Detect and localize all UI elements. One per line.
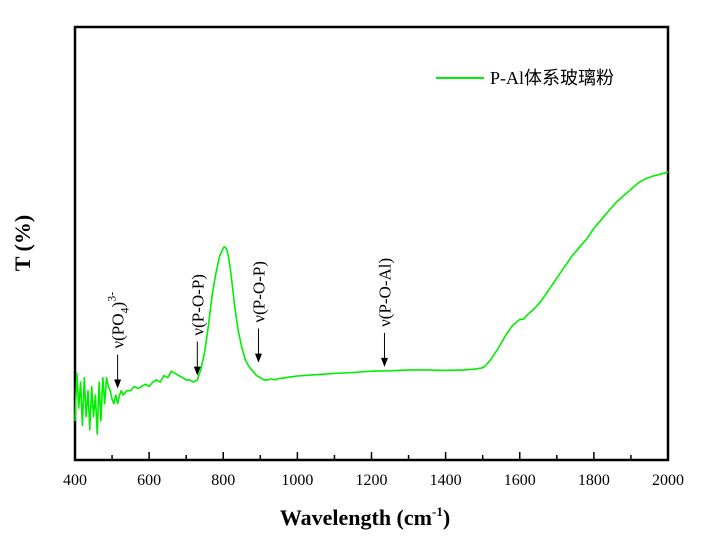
series-line-p-al-glass-powder (74, 171, 669, 435)
plot-frame (73, 25, 670, 462)
x-tick-label: 600 (137, 472, 161, 489)
annotation-label: ν(P-O-P) (249, 261, 268, 323)
legend-label: P-Al体系玻璃粉 (490, 68, 614, 88)
legend: P-Al体系玻璃粉 (436, 68, 614, 88)
y-axis-title: T (%) (10, 215, 35, 271)
peak-annotations: ν(PO4)3- ν(P-O-P) ν(P-O-P) ν(P-O-Al) (105, 258, 394, 389)
annotation-0: ν(PO4)3- (105, 292, 132, 389)
x-tick-label: 1400 (430, 472, 462, 489)
x-tick-label: 800 (211, 472, 235, 489)
x-axis-title-main: Wavelength (cm (280, 505, 432, 530)
x-tick-label: 1200 (356, 472, 388, 489)
annotation-label: ν(PO4)3- (105, 292, 132, 349)
x-tick-label: 1000 (281, 472, 313, 489)
annotation-arrow-head (254, 353, 262, 363)
x-axis-title: Wavelength (cm-1) (280, 504, 450, 530)
x-tick-label: 2000 (652, 472, 684, 489)
annotation-label: ν(P-O-Al) (375, 258, 394, 327)
annotation-3: ν(P-O-Al) (375, 258, 394, 367)
x-tick-label: 1800 (578, 472, 610, 489)
x-tick-label: 1600 (504, 472, 536, 489)
x-axis-ticks (74, 452, 669, 460)
annotation-arrow-head (193, 366, 201, 376)
annotation-label: ν(P-O-P) (188, 274, 207, 336)
x-axis-title-sup: -1 (432, 504, 443, 519)
annotation-arrow-head (114, 379, 122, 389)
annotation-1: ν(P-O-P) (188, 274, 207, 376)
x-axis-title-tail: ) (443, 505, 450, 530)
annotation-arrow-head (380, 357, 388, 367)
x-tick-label: 400 (63, 472, 87, 489)
annotation-2: ν(P-O-P) (249, 261, 268, 363)
x-axis-tick-labels: 400 600 800 1000 1200 1400 1600 1800 2000 (63, 472, 684, 489)
